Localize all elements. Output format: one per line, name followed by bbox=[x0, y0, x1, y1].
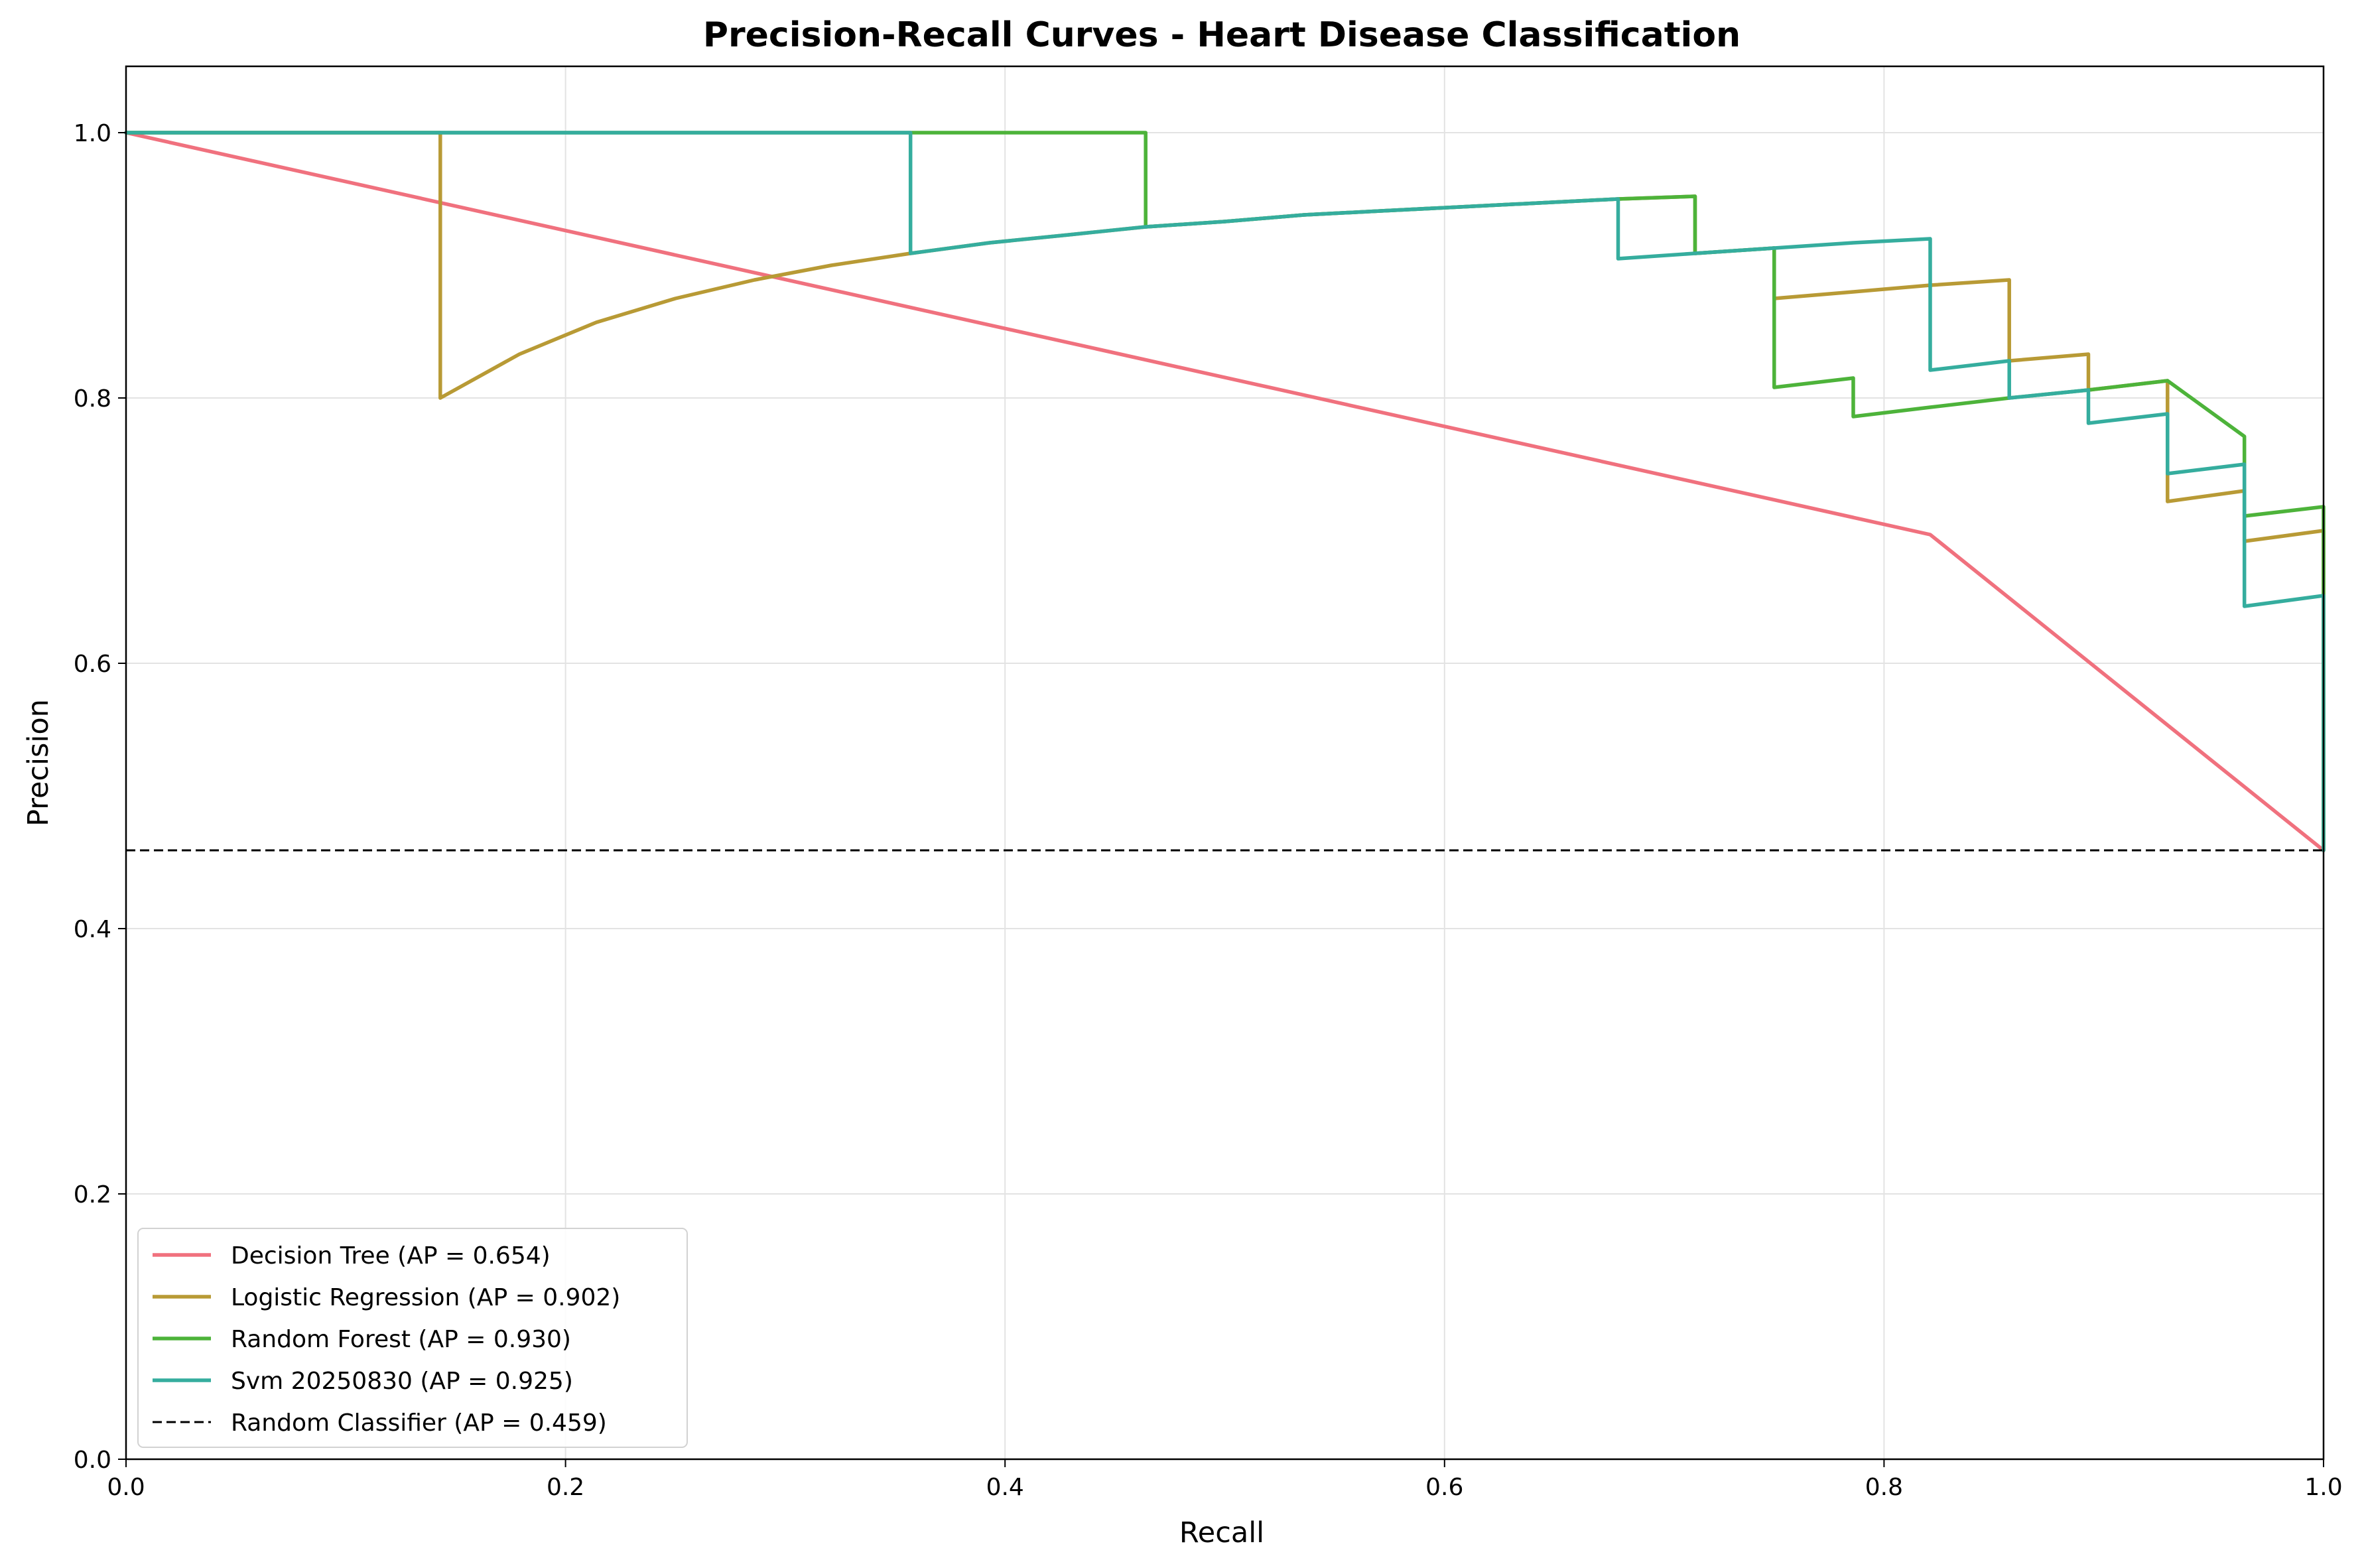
x-tick-label: 0.2 bbox=[547, 1474, 584, 1501]
plot-frame bbox=[125, 65, 2325, 1461]
legend-label: Random Classifier (AP = 0.459) bbox=[231, 1409, 607, 1437]
y-axis-label: Precision bbox=[22, 699, 55, 826]
y-tick-label: 0.8 bbox=[74, 385, 111, 413]
y-tick-label: 0.0 bbox=[74, 1447, 111, 1474]
legend-box bbox=[137, 1228, 688, 1448]
y-tick-label: 0.4 bbox=[74, 916, 111, 943]
grid bbox=[125, 66, 2324, 1460]
x-tick-label: 0.4 bbox=[986, 1474, 1024, 1501]
y-tick-label: 0.6 bbox=[74, 651, 111, 678]
x-tick-label: 0.6 bbox=[1425, 1474, 1463, 1501]
series-line-svm-20250830 bbox=[124, 131, 2326, 852]
x-tick-label: 0.8 bbox=[1865, 1474, 1903, 1501]
legend-label: Decision Tree (AP = 0.654) bbox=[231, 1242, 551, 1270]
axis-ticks: 0.0 0.2 0.4 0.6 0.8 1.0 0.0 0.2 0.4 0.6 0.8 1.0 bbox=[74, 120, 2343, 1501]
x-tick-label: 0.0 bbox=[107, 1474, 145, 1501]
legend-label: Svm 20250830 (AP = 0.925) bbox=[231, 1368, 573, 1395]
series-lines bbox=[124, 131, 2326, 852]
x-tick-label: 1.0 bbox=[2304, 1474, 2342, 1501]
series-line-decision-tree bbox=[124, 131, 2326, 852]
y-tick-label: 0.2 bbox=[74, 1181, 111, 1209]
legend: Decision Tree (AP = 0.654) Logistic Regre… bbox=[137, 1228, 688, 1448]
y-tick-label: 1.0 bbox=[74, 120, 111, 147]
chart-title: Precision-Recall Curves - Heart Disease … bbox=[703, 15, 1740, 55]
legend-label: Random Forest (AP = 0.930) bbox=[231, 1326, 571, 1353]
x-axis-label: Recall bbox=[1179, 1516, 1264, 1549]
legend-label: Logistic Regression (AP = 0.902) bbox=[231, 1284, 620, 1311]
